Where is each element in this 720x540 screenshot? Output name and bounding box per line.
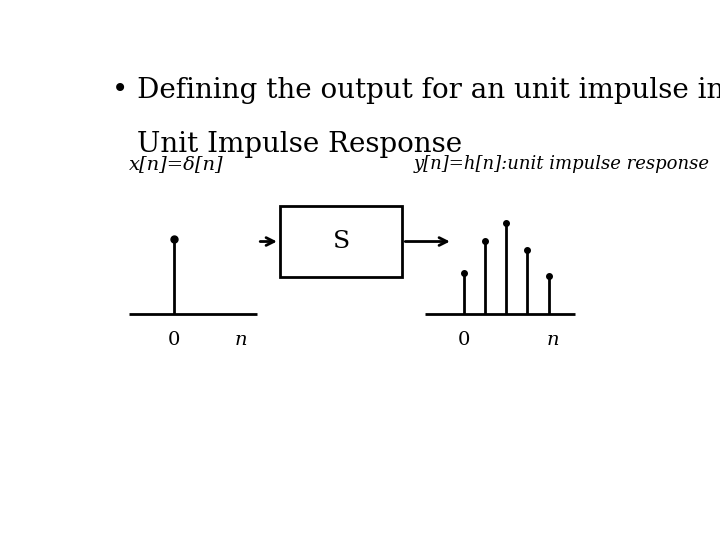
Text: Unit Impulse Response: Unit Impulse Response: [138, 131, 462, 158]
Text: n: n: [547, 331, 559, 349]
FancyBboxPatch shape: [280, 206, 402, 277]
Text: 0: 0: [458, 331, 470, 349]
Text: n: n: [235, 331, 247, 349]
Text: S: S: [333, 230, 350, 253]
Text: y[n]=h[n]:unit impulse response: y[n]=h[n]:unit impulse response: [413, 155, 710, 173]
Text: 0: 0: [168, 331, 180, 349]
Text: • Defining the output for an unit impulse input as the: • Defining the output for an unit impuls…: [112, 77, 720, 104]
Text: x[n]=δ[n]: x[n]=δ[n]: [129, 155, 224, 173]
